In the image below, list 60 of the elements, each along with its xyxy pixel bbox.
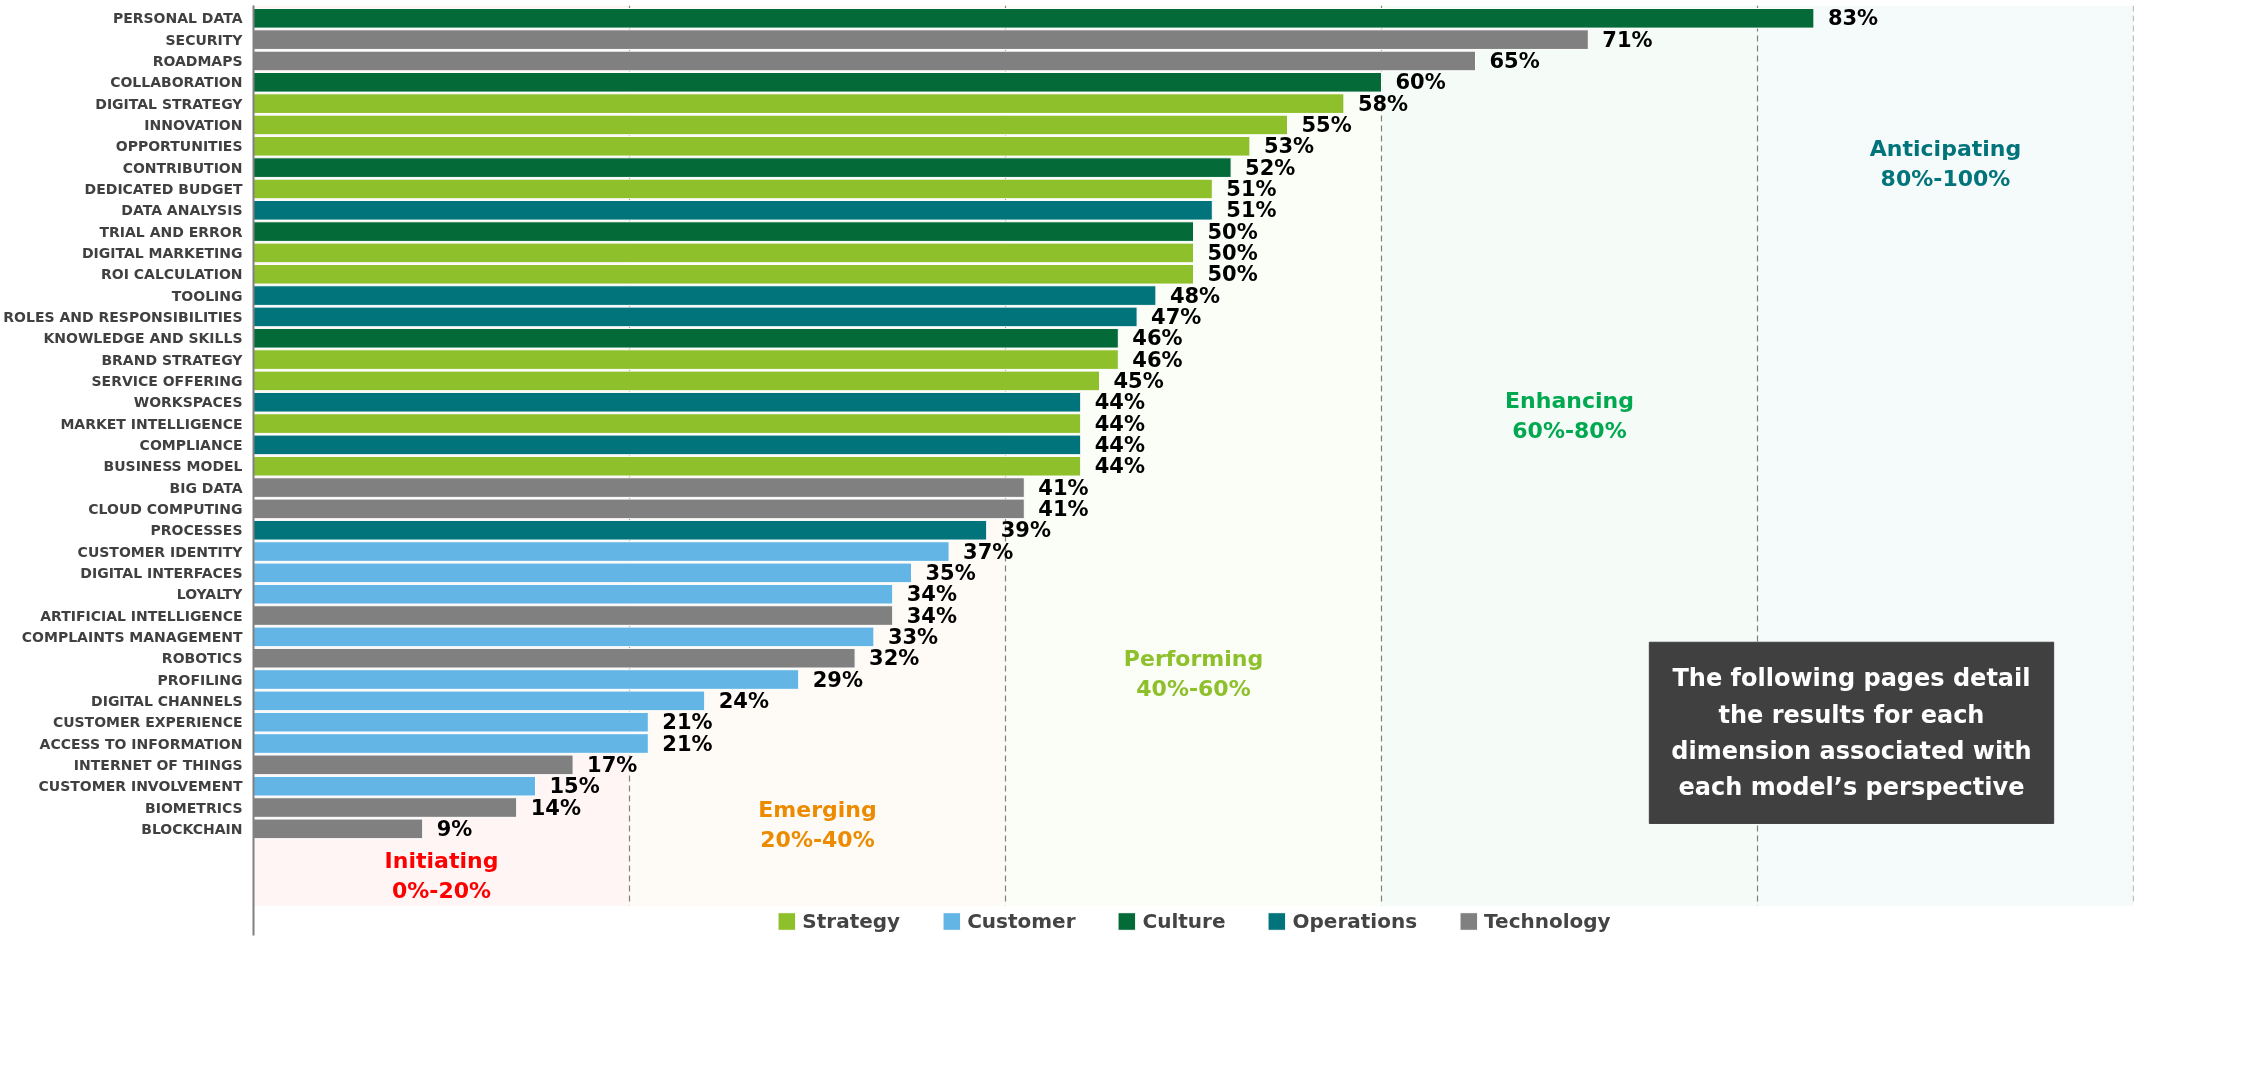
band-label: Performing 40%-60% (1123, 645, 1264, 701)
band-label: Anticipating 80%-100% (1869, 135, 2022, 191)
y-tick-label: BIG DATA (169, 479, 243, 496)
y-tick-label: DIGITAL MARKETING (81, 244, 243, 261)
y-tick-label: PROFILING (157, 671, 243, 688)
y-tick-label: DATA ANALYSIS (121, 202, 243, 219)
y-tick-label: INNOVATION (144, 116, 243, 133)
y-tick-label: CONTRIBUTION (122, 159, 243, 176)
y-tick-label: DIGITAL CHANNELS (91, 692, 243, 709)
data-label: 65% (1489, 48, 1540, 73)
data-label: 24% (718, 688, 769, 713)
data-label: 32% (869, 646, 920, 671)
band-label: Initiating 0%-20% (384, 848, 499, 904)
y-tick-label: SERVICE OFFERING (91, 372, 243, 389)
legend-label: Technology (1484, 909, 1611, 933)
data-label: 29% (812, 667, 863, 692)
y-tick-label: ROADMAPS (152, 52, 243, 69)
y-tick-label: SECURITY (165, 31, 244, 48)
data-label: 9% (436, 816, 473, 841)
legend-label: Strategy (802, 909, 901, 933)
y-tick-label: COLLABORATION (110, 74, 243, 91)
y-tick-label: OPPORTUNITIES (115, 138, 243, 155)
data-label: 83% (1827, 6, 1879, 31)
data-label: 17% (587, 752, 638, 777)
legend-label: Culture (1142, 909, 1226, 933)
y-tick-label: MARKET INTELLIGENCE (60, 415, 243, 432)
y-tick-label: ROLES AND RESPONSIBILITIES (3, 308, 243, 325)
data-label: 44% (1094, 454, 1145, 479)
y-tick-label: COMPLIANCE (139, 436, 243, 453)
y-tick-label: CLOUD COMPUTING (88, 500, 243, 517)
y-tick-label: CUSTOMER IDENTITY (77, 543, 244, 560)
y-tick-label: INTERNET OF THINGS (73, 756, 243, 773)
band-label: Emerging 20%-40% (758, 797, 877, 853)
y-tick-label: CUSTOMER INVOLVEMENT (38, 778, 243, 795)
y-tick-label: BIOMETRICS (145, 799, 243, 816)
y-tick-label: ROI CALCULATION (101, 266, 243, 283)
y-tick-label: PERSONAL DATA (112, 10, 243, 27)
y-tick-label: TRIAL AND ERROR (99, 223, 243, 240)
y-tick-label: KNOWLEDGE AND SKILLS (43, 330, 243, 347)
y-tick-label: TOOLING (171, 287, 243, 304)
y-tick-label: PROCESSES (150, 522, 243, 539)
data-label: 55% (1301, 112, 1352, 137)
band-label: Enhancing 60%-80% (1505, 387, 1634, 443)
annotation: The following pages detail the results for each dimension associated with each model’s perspective (1671, 664, 2032, 802)
y-tick-label: DEDICATED BUDGET (84, 180, 243, 197)
y-tick-label: BUSINESS MODEL (103, 458, 243, 475)
legend-label: Operations (1292, 909, 1418, 933)
y-tick-label: DIGITAL INTERFACES (80, 564, 243, 581)
y-tick-label: ARTIFICIAL INTELLIGENCE (40, 607, 243, 624)
y-tick-label: BLOCKCHAIN (141, 820, 243, 837)
y-tick-label: BRAND STRATEGY (101, 351, 244, 368)
y-tick-label: ACCESS TO INFORMATION (39, 735, 243, 752)
y-tick-label: COMPLAINTS MANAGEMENT (21, 628, 243, 645)
data-label: 71% (1602, 27, 1653, 52)
y-tick-label: LOYALTY (176, 586, 244, 603)
legend-label: Customer (967, 909, 1076, 933)
y-tick-label: ROBOTICS (161, 650, 243, 667)
y-tick-label: WORKSPACES (133, 394, 243, 411)
y-tick-label: CUSTOMER EXPERIENCE (52, 714, 243, 731)
y-tick-label: DIGITAL STRATEGY (95, 95, 244, 112)
